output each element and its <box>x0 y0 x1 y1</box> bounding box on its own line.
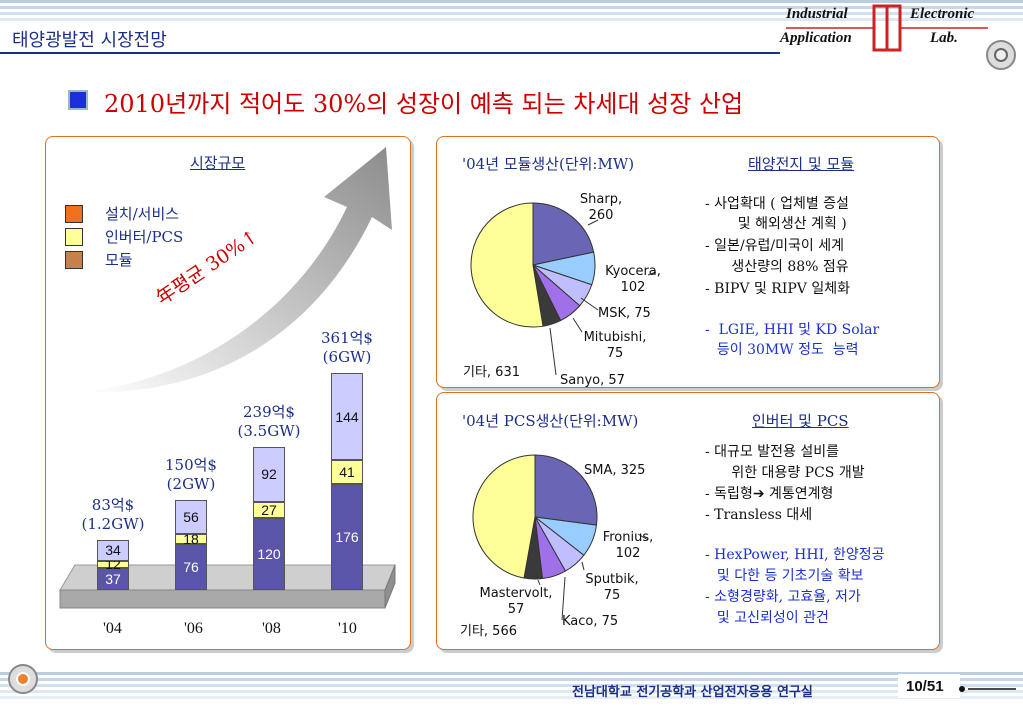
legend-swatch-install <box>65 204 83 223</box>
module-bullet: - 일본/유럽/미국이 세계 <box>705 238 844 254</box>
lab-text-industrial: Industrial <box>786 6 848 22</box>
bar-total-label: 150억$ (2GW) <box>165 456 217 493</box>
legend-label-inverter: 인버터/PCS <box>105 228 184 246</box>
legend-label-module: 모듈 <box>105 251 133 269</box>
module-pie-label: Sharp, 260 <box>579 192 623 223</box>
lab-text-electronic: Electronic <box>910 6 975 22</box>
top-stripe <box>0 0 1023 3</box>
market-panel-title: 시장규모 <box>190 154 246 172</box>
x-tick-label: '10 <box>338 620 357 637</box>
bar-segment: 34 <box>97 540 129 561</box>
bottom-stripe <box>0 696 1023 699</box>
lab-logo: Industrial Electronic Application Lab. <box>780 4 992 52</box>
pcs-bullet: - 독립형➔ 계통연계형 <box>705 486 834 502</box>
module-bullet: - 사업확대 ( 업체별 증설 <box>705 196 849 212</box>
bar-segment: 12 <box>97 556 129 572</box>
headline: 2010년까지 적어도 30%의 성장이 예측 되는 차세대 성장 산업 <box>104 90 744 118</box>
module-pie-label: MSK, 75 <box>598 306 651 321</box>
pcs-pie-label: Sputbik, 75 <box>585 572 639 603</box>
bar-segment: 92 <box>253 446 285 502</box>
pcs-bullet-highlight: - 소형경량화, 고효율, 저가 <box>705 589 861 605</box>
bottom-stripe <box>0 678 1023 681</box>
pcs-pie-leaders <box>537 533 649 621</box>
pcs-bullet-highlight: 및 다한 등 기초기술 확보 <box>708 568 864 584</box>
header-underline <box>0 52 780 54</box>
bar-segment: 120 <box>253 518 285 590</box>
bar-segment: 176 <box>331 484 363 590</box>
page-number: 10/51 <box>906 678 944 695</box>
pcs-pie-label: Mastervolt, 57 <box>479 586 553 617</box>
top-stripe <box>0 18 1023 21</box>
footer-circle-icon <box>8 664 38 694</box>
pie-slice <box>534 454 598 526</box>
bottom-stripe <box>0 672 1023 675</box>
bar-segment: 76 <box>175 544 207 590</box>
lab-text-lab: Lab. <box>930 30 958 46</box>
pie-slice <box>472 454 536 579</box>
headline-bullet-icon <box>68 90 88 110</box>
module-pie-leaders <box>549 219 657 376</box>
lab-logo-mark <box>786 4 988 52</box>
bottom-stripe <box>0 684 1023 687</box>
bar-total-label: 361억$ (6GW) <box>321 329 373 367</box>
x-tick-label: '04 <box>103 620 122 637</box>
module-pie-title: '04년 모듈생산(단위:MW) <box>462 155 635 173</box>
pcs-pie-label: 기타, 566 <box>460 624 517 639</box>
pcs-bullet: - Transless 대세 <box>705 507 813 523</box>
pcs-bullet-highlight: - HexPower, HHI, 한양정공 <box>705 547 885 563</box>
module-pie-label: 기타, 631 <box>463 365 520 380</box>
module-pie-chart <box>470 202 596 328</box>
bar-segment: 144 <box>331 373 363 460</box>
pcs-pie-label: Fronius, 102 <box>602 530 654 561</box>
bottom-stripe <box>0 690 1023 693</box>
pcs-bullet-highlight: 및 고신뢰성이 관건 <box>708 610 829 626</box>
legend-swatch-module <box>65 250 83 269</box>
module-bullet: - BIPV 및 RIPV 일체화 <box>705 281 851 297</box>
pcs-pie-chart <box>472 454 598 580</box>
top-stripe <box>0 6 1023 9</box>
lab-text-application: Application <box>780 30 852 46</box>
x-tick-label: '08 <box>262 620 281 637</box>
module-bullet-highlight: - LGIE, HHI 및 KD Solar <box>705 322 880 338</box>
module-bullet: 생산량의 88% 점유 <box>718 259 849 275</box>
bar-segment: 56 <box>175 500 207 534</box>
decor-circle-button <box>986 40 1016 70</box>
pcs-bullet: - 대규모 발전용 설비를 <box>705 444 840 460</box>
module-pie-label: Mitubishi, 75 <box>583 330 647 361</box>
pcs-pie-title: '04년 PCS생산(단위:MW) <box>462 412 639 430</box>
bar-total-label: 83억$ (1.2GW) <box>81 496 145 534</box>
footer-org: 전남대학교 전기공학과 산업전자응용 연구실 <box>572 685 813 700</box>
pie-slice <box>532 202 595 266</box>
bar-segment: 27 <box>253 501 285 518</box>
bar-segment: 37 <box>97 567 129 590</box>
pcs-pie-label: Kaco, 75 <box>562 614 619 629</box>
legend-install: 설치/서비스 <box>65 203 179 224</box>
page-number-dot-line <box>959 686 1016 692</box>
module-section-title: 태양전지 및 모듈 <box>748 155 855 173</box>
top-stripe <box>0 12 1023 15</box>
pie-slice <box>470 202 544 328</box>
module-bullet-highlight: 등이 30MW 정도 능력 <box>708 342 859 358</box>
pcs-pie-label: SMA, 325 <box>584 463 646 478</box>
pcs-bullet: 위한 대용량 PCS 개발 <box>718 465 865 481</box>
growth-arrow <box>82 147 392 393</box>
module-pie-label: Sanyo, 57 <box>560 373 625 388</box>
legend-swatch-inverter <box>65 227 83 246</box>
chart-base <box>59 564 396 609</box>
bar-total-label: 239억$ (3.5GW) <box>237 402 301 440</box>
page-number-box <box>898 674 960 698</box>
module-bullet: 및 해외생산 계획 ) <box>720 216 847 232</box>
page-header-title: 태양광발전 시장전망 <box>12 30 167 51</box>
pcs-section-title: 인버터 및 PCS <box>752 412 849 430</box>
bar-segment: 41 <box>331 459 363 485</box>
legend-label-install: 설치/서비스 <box>105 205 180 223</box>
module-pie-label: Kyocera, 102 <box>605 264 661 295</box>
legend-inverter: 인버터/PCS <box>65 226 183 247</box>
x-tick-label: '06 <box>184 620 203 637</box>
legend-module: 모듈 <box>65 249 133 270</box>
bar-segment: 18 <box>175 531 207 547</box>
